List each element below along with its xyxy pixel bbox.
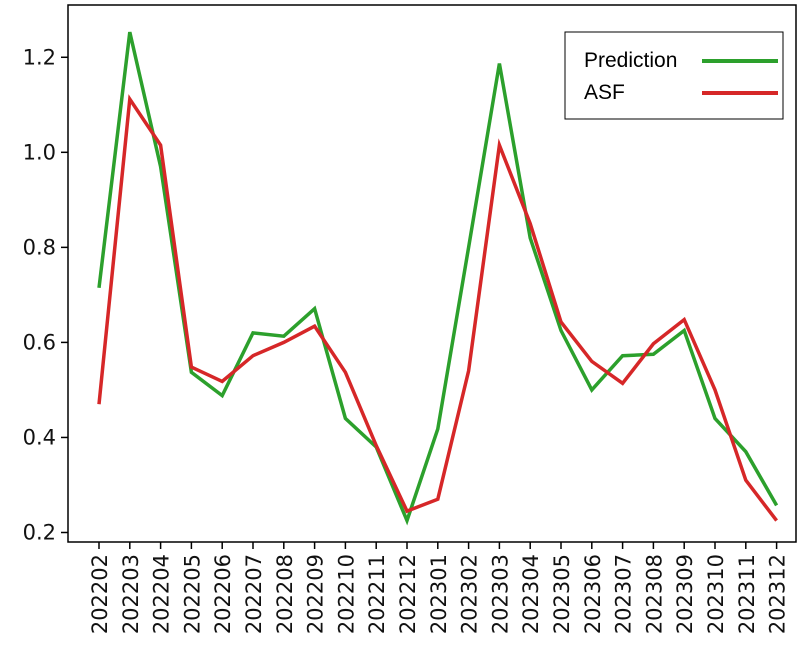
x-tick-label: 202310 — [704, 554, 728, 634]
x-tick-label: 202301 — [427, 554, 451, 634]
series-line-prediction — [97, 31, 779, 526]
x-tick-label: 202311 — [735, 554, 759, 634]
y-tick-label: 0.4 — [23, 425, 56, 449]
y-tick-label: 1.2 — [23, 45, 56, 69]
x-tick-label: 202202 — [88, 554, 112, 634]
y-tick-label: 0.8 — [23, 235, 56, 259]
y-tick-label: 1.0 — [23, 140, 56, 164]
x-tick-label: 202207 — [242, 554, 266, 634]
x-axis: 202202 202203 202204 202205 202206 202207 2022… — [88, 542, 790, 634]
legend-label-asf: ASF — [584, 81, 625, 104]
x-tick-label: 202302 — [458, 554, 482, 634]
x-tick-label: 202308 — [642, 554, 666, 634]
x-tick-label: 202208 — [273, 554, 297, 634]
x-tick-label: 202306 — [581, 554, 605, 634]
x-tick-label: 202209 — [304, 554, 328, 634]
x-tick-label: 202307 — [612, 554, 636, 634]
y-axis: 0.2 0.4 0.6 0.8 1.0 1.2 — [23, 45, 68, 544]
x-tick-label: 202212 — [396, 554, 420, 634]
legend-frame — [564, 31, 784, 120]
y-tick-label: 0.6 — [23, 330, 56, 354]
x-tick-label: 202210 — [334, 554, 358, 634]
legend-label-prediction: Prediction — [584, 49, 677, 72]
series-layer — [97, 31, 779, 526]
x-tick-label: 202211 — [365, 554, 389, 634]
plot-frame — [67, 4, 797, 543]
x-tick-label: 202206 — [211, 554, 235, 634]
series-line-asf — [97, 94, 778, 522]
legend: Prediction ASF — [564, 31, 784, 120]
x-tick-label: 202309 — [673, 554, 697, 634]
x-tick-label: 202205 — [180, 554, 204, 634]
x-tick-label: 202203 — [119, 554, 143, 634]
x-tick-label: 202304 — [519, 554, 543, 634]
y-tick-label: 0.2 — [23, 520, 56, 544]
x-tick-label: 202305 — [550, 554, 574, 634]
x-tick-label: 202312 — [766, 554, 790, 634]
x-tick-label: 202303 — [488, 554, 512, 634]
x-tick-label: 202204 — [150, 554, 174, 634]
